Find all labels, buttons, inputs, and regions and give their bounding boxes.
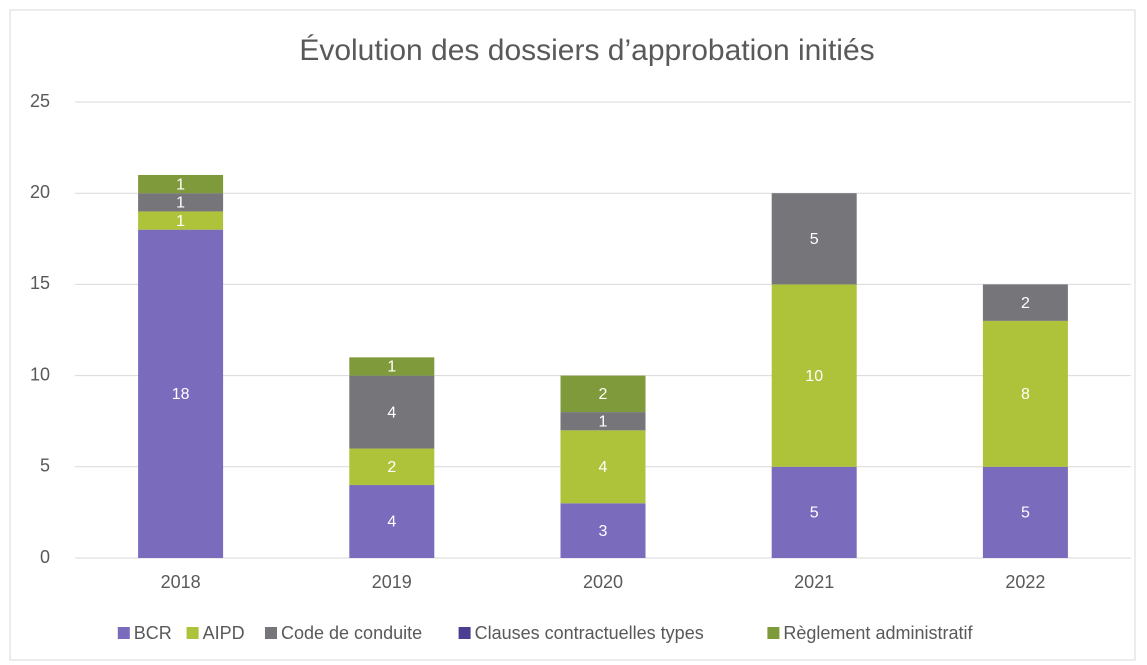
bar-segment bbox=[771, 284, 857, 467]
legend-swatch bbox=[186, 627, 199, 639]
data-label: 1 bbox=[599, 413, 608, 430]
legend-swatch bbox=[767, 627, 780, 639]
data-label: 5 bbox=[810, 231, 819, 248]
bar-segment bbox=[560, 412, 646, 431]
legend-swatch bbox=[458, 627, 471, 639]
data-label: 10 bbox=[805, 368, 823, 385]
bar-segment bbox=[560, 430, 646, 504]
bar-segment bbox=[560, 375, 646, 413]
bar-segment bbox=[982, 284, 1068, 321]
bar-segment bbox=[349, 485, 435, 558]
data-label: 1 bbox=[176, 213, 185, 230]
bar-segment bbox=[982, 466, 1068, 558]
data-label: 4 bbox=[387, 514, 396, 531]
y-tick-label: 5 bbox=[40, 456, 50, 476]
bar-segment bbox=[771, 466, 857, 558]
bar-segment bbox=[349, 375, 435, 449]
data-label: 18 bbox=[172, 386, 190, 403]
legend-label: BCR bbox=[134, 623, 172, 643]
data-label: 1 bbox=[176, 195, 185, 212]
y-tick-label: 20 bbox=[30, 182, 50, 202]
legend-label: AIPD bbox=[203, 623, 245, 643]
data-label: 2 bbox=[387, 459, 396, 476]
bar-segment bbox=[138, 193, 224, 212]
x-tick-label: 2020 bbox=[583, 572, 623, 592]
bar-segment bbox=[138, 211, 224, 230]
x-tick-label: 2021 bbox=[794, 572, 834, 592]
data-label: 2 bbox=[1021, 295, 1030, 312]
y-tick-label: 0 bbox=[40, 547, 50, 567]
data-label: 4 bbox=[387, 404, 396, 421]
x-tick-label: 2019 bbox=[372, 572, 412, 592]
data-label: 4 bbox=[599, 459, 608, 476]
legend-label: Règlement administratif bbox=[783, 623, 973, 643]
data-label: 3 bbox=[599, 523, 608, 540]
bar-segment bbox=[138, 229, 224, 558]
chart-title: Évolution des dossiers d’approbation ini… bbox=[299, 34, 874, 67]
y-tick-label: 10 bbox=[30, 364, 50, 384]
bar-segment bbox=[138, 174, 224, 194]
x-tick-label: 2018 bbox=[161, 572, 201, 592]
bar-segment bbox=[982, 320, 1068, 467]
legend-swatch bbox=[265, 627, 277, 639]
data-label: 1 bbox=[387, 359, 396, 376]
legend-label: Code de conduite bbox=[281, 623, 422, 643]
y-tick-label: 15 bbox=[30, 273, 50, 293]
x-tick-label: 2022 bbox=[1005, 572, 1045, 592]
data-label: 5 bbox=[1021, 505, 1030, 522]
data-label: 8 bbox=[1021, 386, 1030, 403]
legend-label: Clauses contractuelles types bbox=[475, 623, 704, 643]
y-tick-label: 25 bbox=[30, 91, 50, 111]
data-label: 2 bbox=[599, 386, 608, 403]
bar-segment bbox=[349, 448, 435, 486]
data-label: 1 bbox=[176, 176, 185, 193]
data-label: 5 bbox=[810, 505, 819, 522]
bar-segment bbox=[771, 193, 857, 285]
bar-segment bbox=[349, 357, 435, 376]
bar-segment bbox=[560, 503, 646, 558]
legend-swatch bbox=[117, 627, 130, 639]
